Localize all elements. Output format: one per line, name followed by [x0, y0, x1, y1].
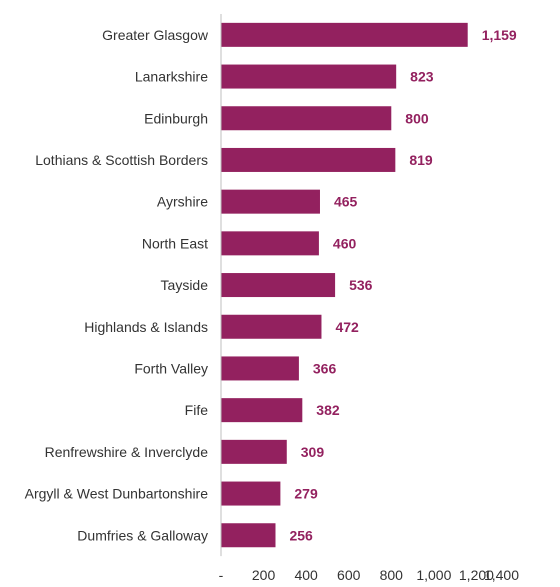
category-label: North East	[142, 235, 208, 251]
bar-8	[221, 314, 322, 339]
bar-5	[221, 189, 320, 214]
x-tick-label: 1,200	[459, 567, 494, 583]
x-tick-label: 200	[252, 567, 276, 583]
category-label: Lothians & Scottish Borders	[35, 152, 208, 168]
category-label: Argyll & West Dunbartonshire	[25, 486, 209, 502]
category-label: Fife	[185, 402, 209, 418]
category-label: Renfrewshire & Inverclyde	[45, 444, 209, 460]
value-label: 382	[316, 402, 340, 418]
value-label: 279	[294, 486, 318, 502]
category-label: Highlands & Islands	[84, 319, 208, 335]
bar-7	[221, 273, 336, 298]
value-label: 256	[289, 527, 313, 543]
value-label: 472	[335, 319, 359, 335]
category-label: Ayrshire	[157, 194, 208, 210]
value-label: 823	[410, 69, 434, 85]
labels-layer: Greater Glasgow 1,159 Lanarkshire 823 Edinbu…	[25, 27, 517, 543]
x-tick-label: 400	[294, 567, 318, 583]
bar-13	[221, 523, 276, 548]
bar-9	[221, 356, 299, 381]
category-label: Greater Glasgow	[102, 27, 209, 43]
bar-6	[221, 231, 319, 256]
bars-layer	[221, 22, 468, 548]
value-label: 465	[334, 194, 358, 210]
category-label: Forth Valley	[134, 360, 208, 376]
x-tick-label: 600	[337, 567, 361, 583]
x-tick-label: 800	[380, 567, 404, 583]
value-label: 536	[349, 277, 373, 293]
category-label: Tayside	[161, 277, 209, 293]
value-label: 819	[409, 152, 433, 168]
x-tick-label: 1,000	[416, 567, 451, 583]
x-tick-label: 1,400	[484, 567, 519, 583]
value-label: 309	[301, 444, 325, 460]
bar-4	[221, 147, 396, 172]
bar-3	[221, 106, 392, 131]
category-label: Dumfries & Galloway	[77, 527, 208, 543]
value-label: 366	[313, 360, 337, 376]
x-tick-label: -	[219, 567, 224, 583]
category-label: Edinburgh	[144, 110, 208, 126]
bar-1	[221, 22, 468, 47]
bar-11	[221, 439, 287, 464]
value-label: 800	[405, 110, 429, 126]
bar-10	[221, 398, 303, 423]
category-label: Lanarkshire	[135, 69, 208, 85]
bar-12	[221, 481, 281, 506]
bar-2	[221, 64, 397, 89]
value-label: 460	[333, 235, 357, 251]
value-label: 1,159	[482, 27, 517, 43]
